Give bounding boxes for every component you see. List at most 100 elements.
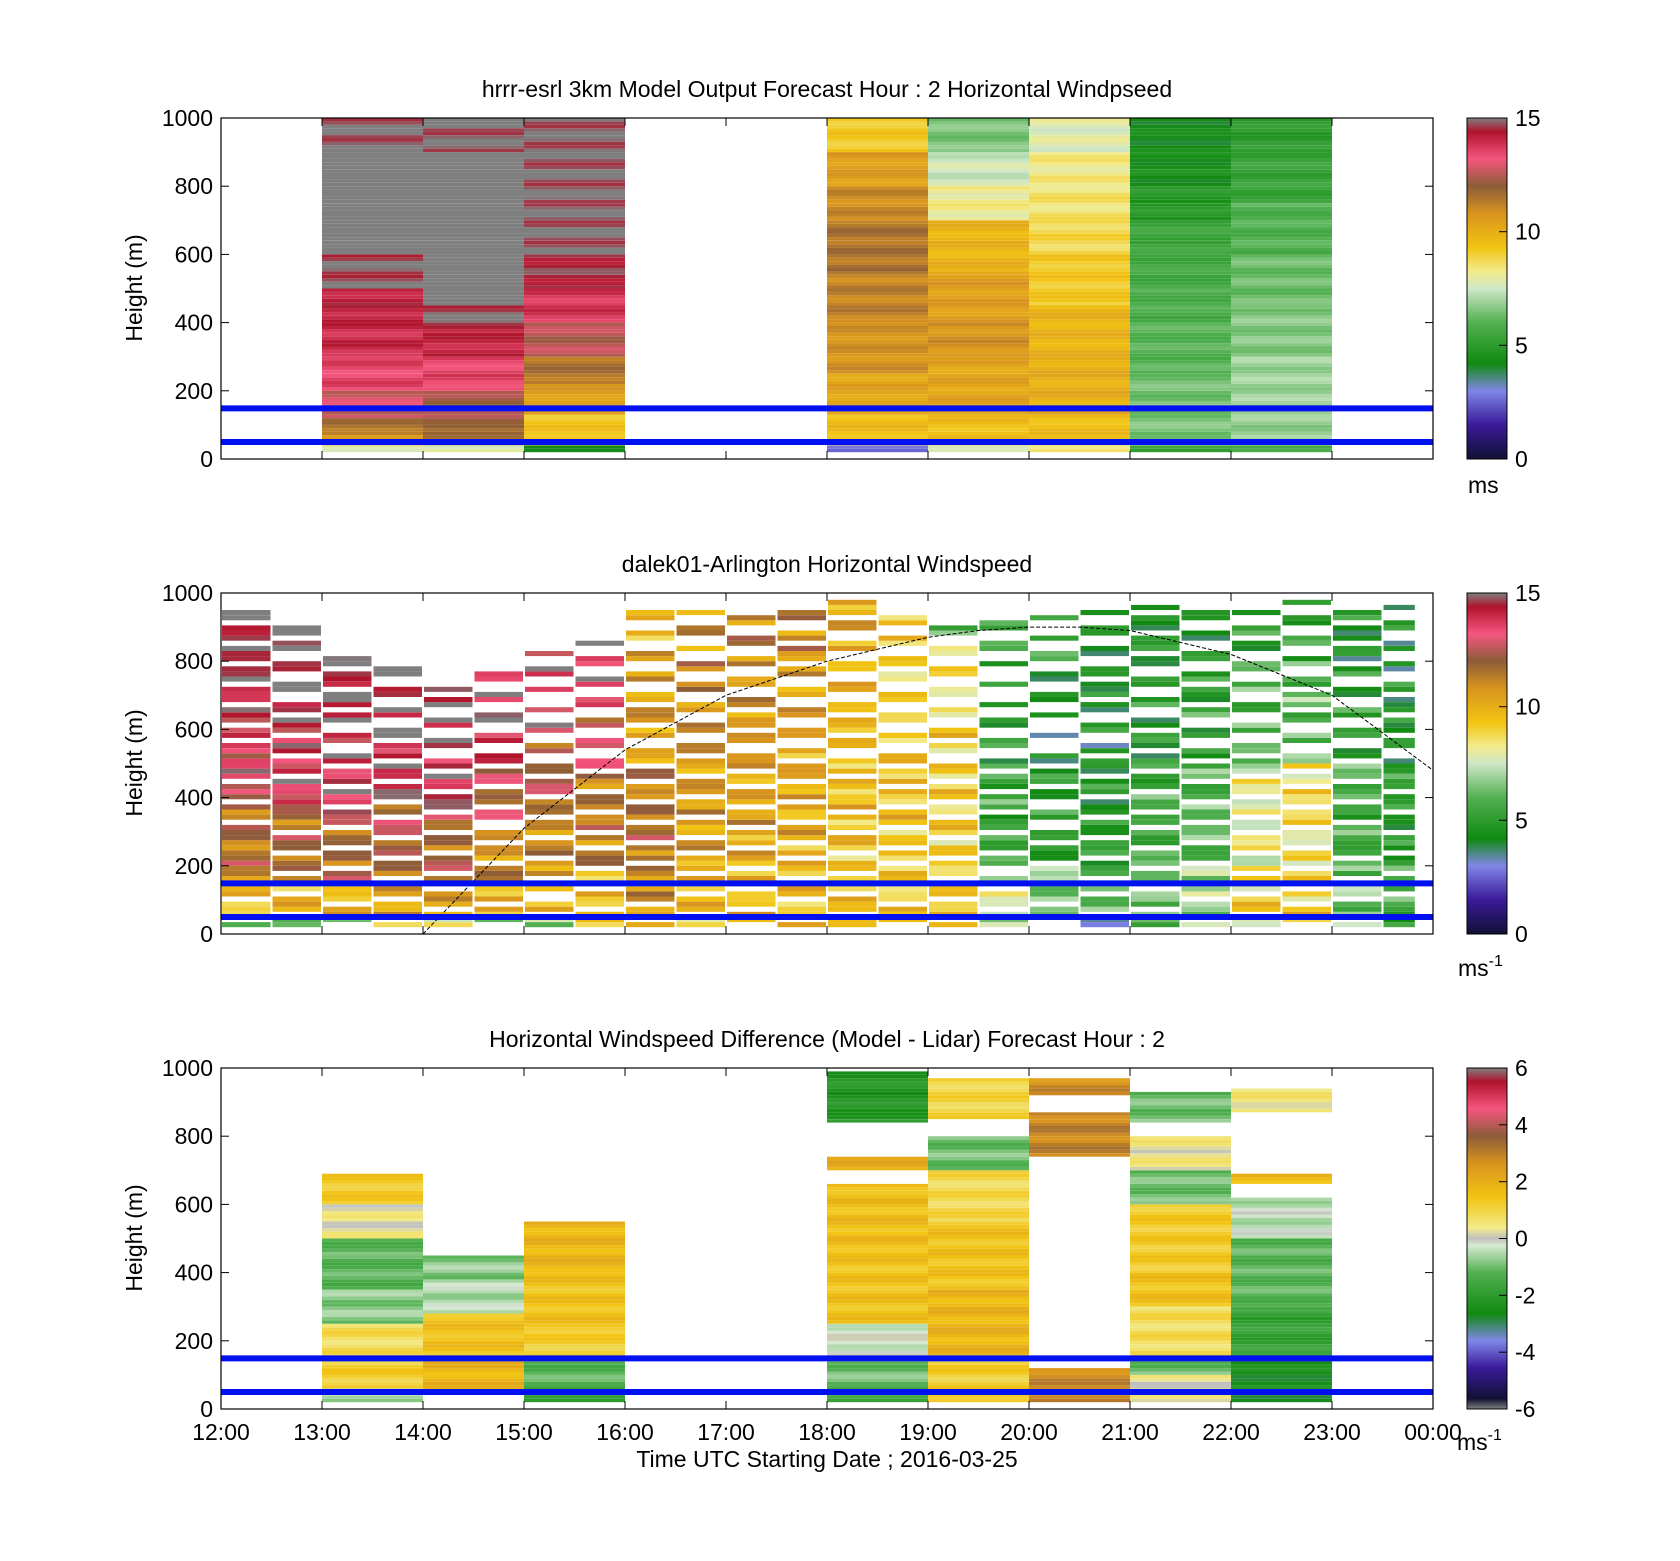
heatmap-cell (928, 135, 1029, 139)
heatmap-cell (928, 424, 1029, 429)
heatmap-cell (827, 155, 928, 159)
lidar-profile-cell (474, 773, 523, 779)
lidar-profile-cell (1080, 860, 1129, 866)
lidar-profile-cell (878, 891, 927, 897)
lidar-profile-cell (575, 661, 624, 667)
heatmap-cell (1029, 271, 1130, 275)
heatmap-cell (1231, 1231, 1332, 1236)
lidar-profile-cell (272, 727, 321, 733)
lidar-profile-cell (1131, 922, 1180, 928)
colorbar: 0 5 10 15 ms (1466, 105, 1541, 498)
lidar-profile-cell (777, 615, 826, 621)
heatmap-cell (827, 268, 928, 272)
heatmap-cell (1231, 1221, 1332, 1225)
heatmap-cell (1130, 199, 1231, 204)
svg-text:5: 5 (1515, 807, 1528, 833)
heatmap-cell (322, 1347, 423, 1351)
lidar-profile-cell (1131, 784, 1180, 790)
heatmap-cell (827, 329, 928, 333)
heatmap-cell (322, 176, 423, 180)
lidar-profile-cell (828, 610, 877, 616)
heatmap-cell (928, 1194, 1029, 1198)
heatmap-cell (524, 1310, 625, 1314)
lidar-profile-cell (626, 824, 675, 830)
lidar-profile-cell (929, 773, 978, 779)
lidar-profile-cell (929, 794, 978, 800)
svg-text:0: 0 (200, 446, 213, 472)
heatmap-cell (827, 193, 928, 197)
heatmap-cell (1231, 141, 1332, 146)
lidar-profile-cell (777, 860, 826, 866)
heatmap-cell (928, 1207, 1029, 1212)
heatmap-cell (827, 1119, 928, 1123)
heatmap-cell (928, 1235, 1029, 1239)
heatmap-cell (1231, 1091, 1332, 1096)
lidar-profile-cell (1232, 661, 1281, 667)
lidar-profile-cell (727, 676, 776, 682)
lidar-profile-cell (1383, 876, 1415, 882)
heatmap-cell (322, 237, 423, 241)
lidar-profile-cell (1181, 835, 1230, 841)
heatmap-cell (827, 448, 928, 453)
lidar-profile-cell (323, 906, 372, 912)
heatmap-cell (1231, 135, 1332, 139)
heatmap-cell (928, 189, 1029, 193)
lidar-profile-cell (626, 876, 675, 882)
lidar-profile-cell (1282, 860, 1331, 866)
heatmap-cell (1231, 1293, 1332, 1297)
heatmap-cell (928, 1289, 1029, 1294)
lidar-profile-cell (272, 686, 321, 692)
lidar-profile-cell (626, 656, 675, 662)
heatmap-cell (928, 291, 1029, 296)
lidar-profile-cell (1383, 860, 1415, 866)
heatmap-cell (827, 1299, 928, 1304)
lidar-profile-cell (272, 922, 321, 928)
heatmap-cell (423, 428, 524, 432)
lidar-profile-cell (424, 773, 473, 779)
heatmap-cell (827, 1385, 928, 1389)
heatmap-cell (524, 1259, 625, 1263)
heatmap-cell (1130, 176, 1231, 180)
lidar-profile-cell (828, 661, 877, 667)
heatmap-cell (827, 118, 928, 122)
heatmap-cell (1130, 152, 1231, 156)
heatmap-cell (928, 1361, 1029, 1365)
lidar-profile-cell (1333, 922, 1382, 928)
heatmap-cell (423, 230, 524, 234)
lidar-profile-cell (878, 758, 927, 764)
lidar-profile-cell (979, 763, 1028, 769)
colorbar-unit: ms (1468, 472, 1499, 498)
x-axis-ticks: 12:00 13:00 14:00 15:00 16:00 17:00 18:00 19:00… (192, 1068, 1462, 1445)
heatmap-cell (1130, 1265, 1231, 1270)
heatmap-cell (524, 1245, 625, 1249)
lidar-profile-cell (1232, 748, 1281, 754)
lidar-profile-cell (929, 819, 978, 825)
heatmap-cell (827, 401, 928, 405)
lidar-profile-cell (323, 773, 372, 779)
heatmap-cell (928, 302, 1029, 306)
heatmap-cell (1029, 305, 1130, 309)
lidar-profile-cell (828, 799, 877, 805)
lidar-profile-cell (777, 922, 826, 928)
heatmap-cell (827, 1214, 928, 1218)
heatmap-cell (423, 1320, 524, 1324)
heatmap-cell (827, 199, 928, 204)
heatmap-cell (928, 1327, 1029, 1331)
lidar-profile-cell (575, 763, 624, 769)
heatmap-cell (928, 138, 1029, 142)
colorbar: -6 -4 -2 0 2 4 6 ms-1 (1457, 1055, 1536, 1455)
heatmap-cell (322, 162, 423, 166)
heatmap-cell (322, 199, 423, 204)
lidar-profile-cell (575, 702, 624, 708)
lidar-profile-cell (222, 768, 271, 774)
lidar-profile-cell (1080, 886, 1129, 892)
heatmap-cell (322, 353, 423, 357)
heatmap-cell (423, 373, 524, 378)
heatmap-cell (1231, 124, 1332, 129)
lidar-profile-cell (1333, 753, 1382, 759)
heatmap-cell (322, 152, 423, 156)
heatmap-cell (1130, 1173, 1231, 1178)
heatmap-cell (1231, 1313, 1332, 1317)
heatmap-cell (1231, 196, 1332, 200)
lidar-profile-cell (878, 814, 927, 820)
